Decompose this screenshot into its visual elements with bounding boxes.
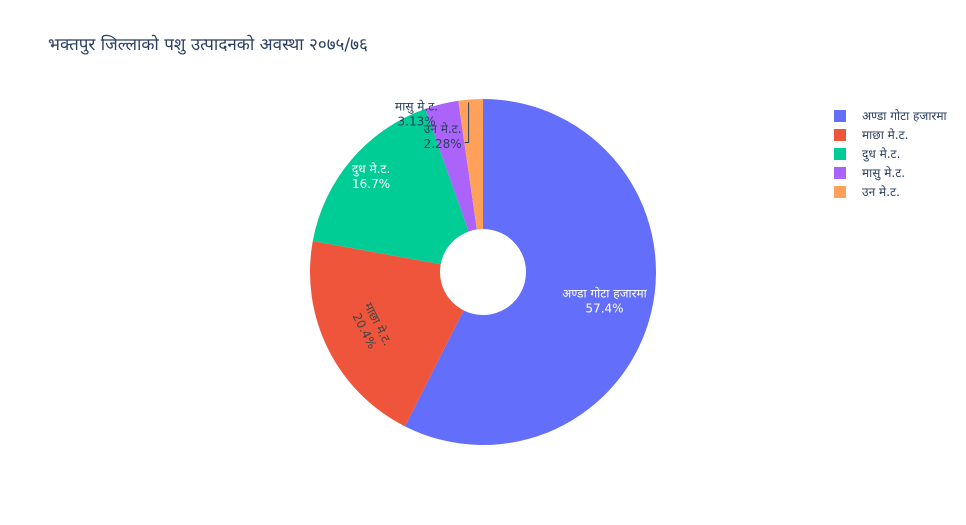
legend-label-fish: माछा मे.ट. xyxy=(862,128,909,142)
legend-label-eggs: अण्डा गोटा हजारमा xyxy=(862,109,947,123)
legend-swatch-meat xyxy=(834,166,846,179)
legend-item-eggs[interactable]: अण्डा गोटा हजारमा xyxy=(834,106,947,125)
leader-line-wool xyxy=(464,102,470,143)
legend-item-meat[interactable]: मासु मे.ट. xyxy=(834,163,947,182)
legend-item-milk[interactable]: दुध मे.ट. xyxy=(834,144,947,163)
slice-milk[interactable] xyxy=(312,108,469,265)
chart-title: भक्तपुर जिल्लाको पशु उत्पादनको अवस्था २०… xyxy=(48,35,368,55)
slice-label-milk: दुध मे.ट. 16.7% xyxy=(352,162,390,191)
legend-item-fish[interactable]: माछा मे.ट. xyxy=(834,125,947,144)
legend-swatch-eggs xyxy=(834,109,846,122)
legend-swatch-fish xyxy=(834,128,846,141)
legend-swatch-milk xyxy=(834,147,846,160)
slice-eggs[interactable] xyxy=(404,99,656,445)
slice-label-meat: मासु मे.ट. 3.13% xyxy=(395,100,438,129)
legend-label-meat: मासु मे.ट. xyxy=(862,166,906,180)
slice-label-eggs: अण्डा गोटा हजारमा 57.4% xyxy=(562,286,648,315)
legend-label-wool: उन मे.ट. xyxy=(862,185,900,199)
slice-fish[interactable] xyxy=(309,240,464,427)
legend-label-milk: दुध मे.ट. xyxy=(862,147,901,161)
legend-item-wool[interactable]: उन मे.ट. xyxy=(834,182,947,201)
slices-group xyxy=(309,99,656,445)
slice-meat[interactable] xyxy=(425,100,477,232)
slice-label-wool: उन मे.ट. 2.28% xyxy=(424,122,462,151)
legend-swatch-wool xyxy=(834,185,846,198)
legend: अण्डा गोटा हजारमा माछा मे.ट. दुध मे.ट. म… xyxy=(834,106,947,201)
slice-wool[interactable] xyxy=(458,99,483,230)
